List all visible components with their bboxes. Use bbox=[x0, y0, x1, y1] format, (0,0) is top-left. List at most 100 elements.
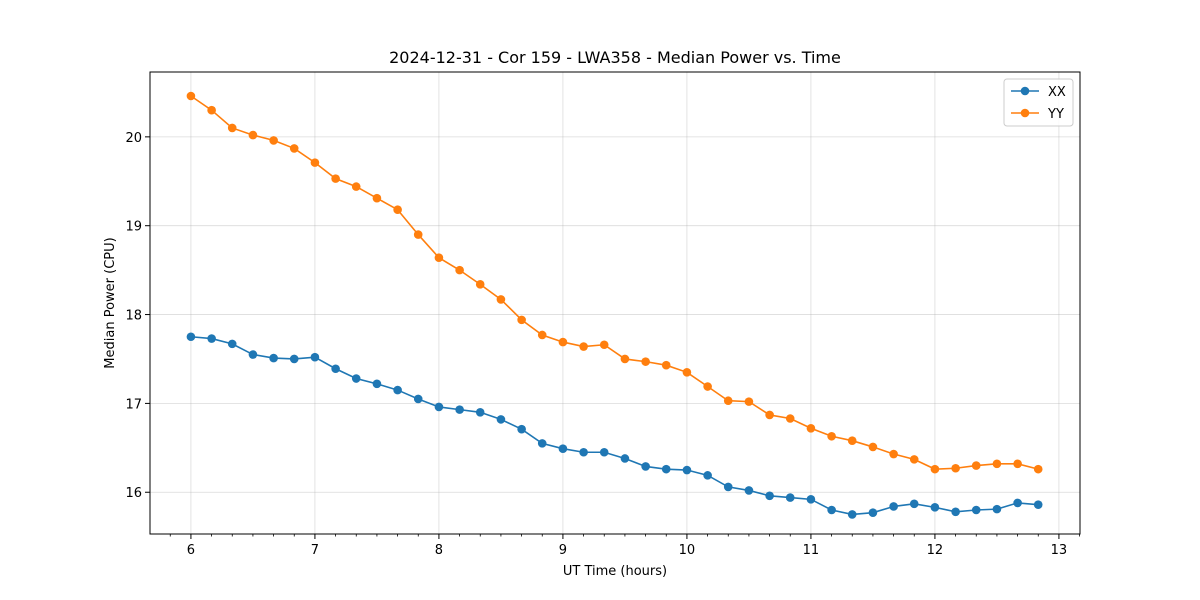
data-point bbox=[682, 465, 692, 475]
data-point bbox=[537, 330, 547, 340]
data-point bbox=[558, 337, 568, 347]
data-point bbox=[310, 352, 320, 362]
series-layer bbox=[186, 91, 1043, 519]
series-xx bbox=[186, 332, 1043, 519]
data-point bbox=[475, 407, 485, 417]
data-point bbox=[971, 461, 981, 470]
data-point bbox=[661, 360, 671, 370]
data-point bbox=[785, 493, 795, 502]
data-point bbox=[992, 504, 1002, 514]
data-point bbox=[351, 374, 361, 383]
x-tick-label: 11 bbox=[803, 543, 820, 558]
data-point bbox=[393, 205, 402, 215]
data-point bbox=[1033, 464, 1043, 474]
y-tick-label: 19 bbox=[125, 220, 142, 235]
data-point bbox=[517, 424, 526, 434]
data-point bbox=[723, 482, 733, 492]
data-point bbox=[1033, 500, 1043, 509]
data-point bbox=[269, 353, 278, 363]
x-tick-label: 13 bbox=[1051, 543, 1068, 558]
data-point bbox=[868, 508, 878, 517]
data-point bbox=[620, 454, 630, 463]
data-point bbox=[951, 507, 960, 517]
x-tick-label: 10 bbox=[679, 543, 696, 558]
legend-marker bbox=[1020, 86, 1030, 96]
data-point bbox=[310, 158, 320, 167]
data-point bbox=[269, 136, 278, 145]
data-point bbox=[413, 230, 423, 239]
data-point bbox=[372, 193, 382, 203]
legend-marker bbox=[1020, 108, 1030, 118]
data-point bbox=[909, 499, 919, 509]
data-point bbox=[227, 339, 237, 349]
data-point bbox=[889, 449, 898, 459]
y-axis: 16 17 18 19 20 bbox=[125, 131, 150, 501]
data-point bbox=[289, 144, 299, 153]
y-tick-label: 17 bbox=[125, 397, 142, 412]
data-point bbox=[434, 402, 444, 412]
data-point bbox=[723, 396, 733, 406]
data-point bbox=[806, 423, 816, 433]
data-point bbox=[847, 510, 857, 519]
data-point bbox=[744, 397, 754, 406]
data-point bbox=[930, 503, 940, 512]
data-point bbox=[951, 463, 960, 473]
data-point bbox=[765, 491, 774, 501]
data-point bbox=[227, 123, 237, 133]
x-axis-label: UT Time (hours) bbox=[563, 564, 667, 579]
data-point bbox=[517, 315, 526, 325]
data-point bbox=[744, 486, 754, 495]
data-point bbox=[847, 436, 857, 446]
data-point bbox=[351, 182, 361, 191]
x-tick-label: 9 bbox=[559, 543, 567, 558]
data-point bbox=[579, 447, 588, 457]
data-point bbox=[827, 505, 836, 515]
data-point bbox=[207, 105, 216, 115]
data-point bbox=[186, 332, 196, 342]
chart-title: 2024-12-31 - Cor 159 - LWA358 - Median P… bbox=[389, 48, 841, 67]
legend: XX YY bbox=[1003, 78, 1074, 127]
data-point bbox=[393, 385, 402, 395]
data-point bbox=[641, 357, 650, 366]
data-point bbox=[1013, 498, 1022, 508]
data-point bbox=[558, 444, 568, 454]
x-tick-label: 6 bbox=[187, 543, 195, 558]
data-point bbox=[372, 379, 382, 389]
data-point bbox=[455, 405, 464, 414]
data-point bbox=[207, 334, 216, 343]
data-point bbox=[971, 505, 981, 515]
data-point bbox=[868, 442, 878, 452]
data-point bbox=[475, 280, 485, 289]
y-tick-label: 16 bbox=[125, 486, 142, 501]
grid bbox=[150, 72, 1080, 534]
series-yy bbox=[186, 91, 1043, 474]
data-point bbox=[641, 462, 650, 471]
x-tick-label: 8 bbox=[435, 543, 443, 558]
data-point bbox=[579, 342, 588, 351]
data-point bbox=[289, 354, 299, 364]
data-point bbox=[1013, 459, 1022, 469]
data-point bbox=[455, 265, 464, 275]
data-point bbox=[434, 253, 444, 262]
data-point bbox=[331, 364, 340, 374]
data-point bbox=[599, 447, 609, 457]
data-point bbox=[992, 459, 1002, 469]
data-point bbox=[703, 382, 712, 391]
x-axis: 6 7 8 9 10 11 12 13 bbox=[169, 534, 1080, 558]
y-tick-label: 18 bbox=[125, 309, 142, 324]
data-point bbox=[785, 414, 795, 423]
data-point bbox=[248, 350, 258, 359]
data-point bbox=[186, 91, 196, 101]
data-point bbox=[806, 495, 816, 504]
y-axis-label: Median Power (CPU) bbox=[103, 237, 118, 368]
data-point bbox=[331, 174, 340, 183]
plot-frame bbox=[149, 71, 1081, 535]
data-point bbox=[909, 455, 919, 464]
data-point bbox=[599, 340, 609, 350]
data-point bbox=[765, 410, 774, 420]
legend-label: YY bbox=[1047, 107, 1064, 122]
data-point bbox=[703, 471, 712, 480]
data-point bbox=[413, 394, 423, 404]
